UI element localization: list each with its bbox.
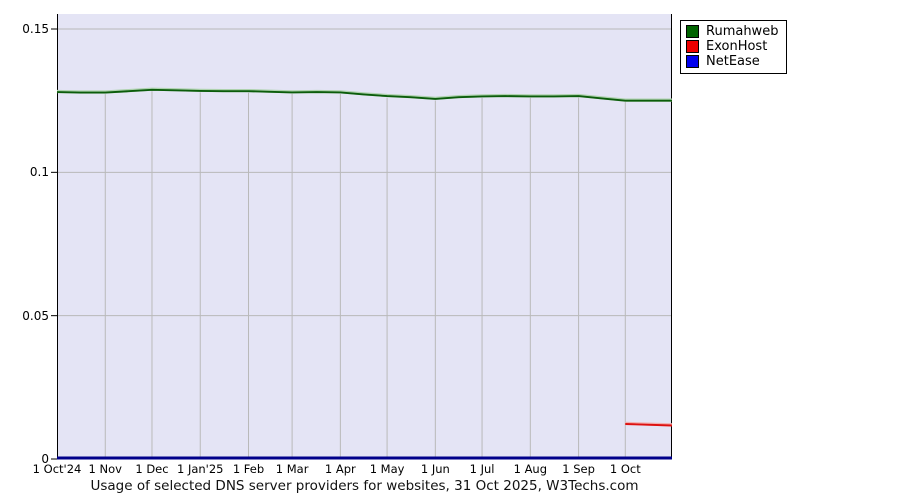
legend-label: NetEase xyxy=(706,54,760,69)
plot-background xyxy=(57,14,672,459)
y-axis-tick-label: 0 xyxy=(41,452,49,466)
y-axis-tick-label: 0.1 xyxy=(29,165,49,180)
x-axis-tick-label: 1 Apr xyxy=(324,462,356,476)
y-axis-tick-label: 0.05 xyxy=(22,308,49,323)
x-axis-tick-label: 1 Jul xyxy=(469,462,495,476)
x-axis-tick-label: 1 Aug xyxy=(513,462,548,476)
legend-item-exonhost: ExonHost xyxy=(686,39,778,54)
legend-item-netease: NetEase xyxy=(686,54,778,69)
series-line-exonhost xyxy=(625,423,673,427)
legend-swatch-icon xyxy=(686,25,699,38)
x-axis-tick-label: 1 Jan'25 xyxy=(176,462,224,476)
x-axis-tick-label: 1 Mar xyxy=(275,462,309,476)
chart-caption: Usage of selected DNS server providers f… xyxy=(90,478,639,494)
x-axis-tick-label: 1 Feb xyxy=(232,462,265,476)
series-line-rumahweb xyxy=(56,88,672,102)
x-axis-tick-label: 1 Nov xyxy=(88,462,122,476)
legend-label: Rumahweb xyxy=(706,24,779,39)
legend-box: Rumahweb ExonHost NetEase xyxy=(680,20,788,74)
legend-label: ExonHost xyxy=(706,39,768,54)
x-axis-tick-label: 1 Jun xyxy=(420,462,450,476)
x-axis-tick-label: 1 May xyxy=(369,462,405,476)
x-axis-tick-label: 1 Oct xyxy=(609,462,641,476)
y-axis-tick-label: 0.15 xyxy=(22,22,49,36)
legend-swatch-icon xyxy=(686,40,699,53)
x-axis-tick-label: 1 Sep xyxy=(562,462,595,476)
x-axis-tick-label: 1 Oct'24 xyxy=(32,462,82,476)
legend-item-rumahweb: Rumahweb xyxy=(686,24,778,39)
legend-swatch-icon xyxy=(686,55,699,68)
x-axis-tick-label: 1 Dec xyxy=(135,462,169,476)
